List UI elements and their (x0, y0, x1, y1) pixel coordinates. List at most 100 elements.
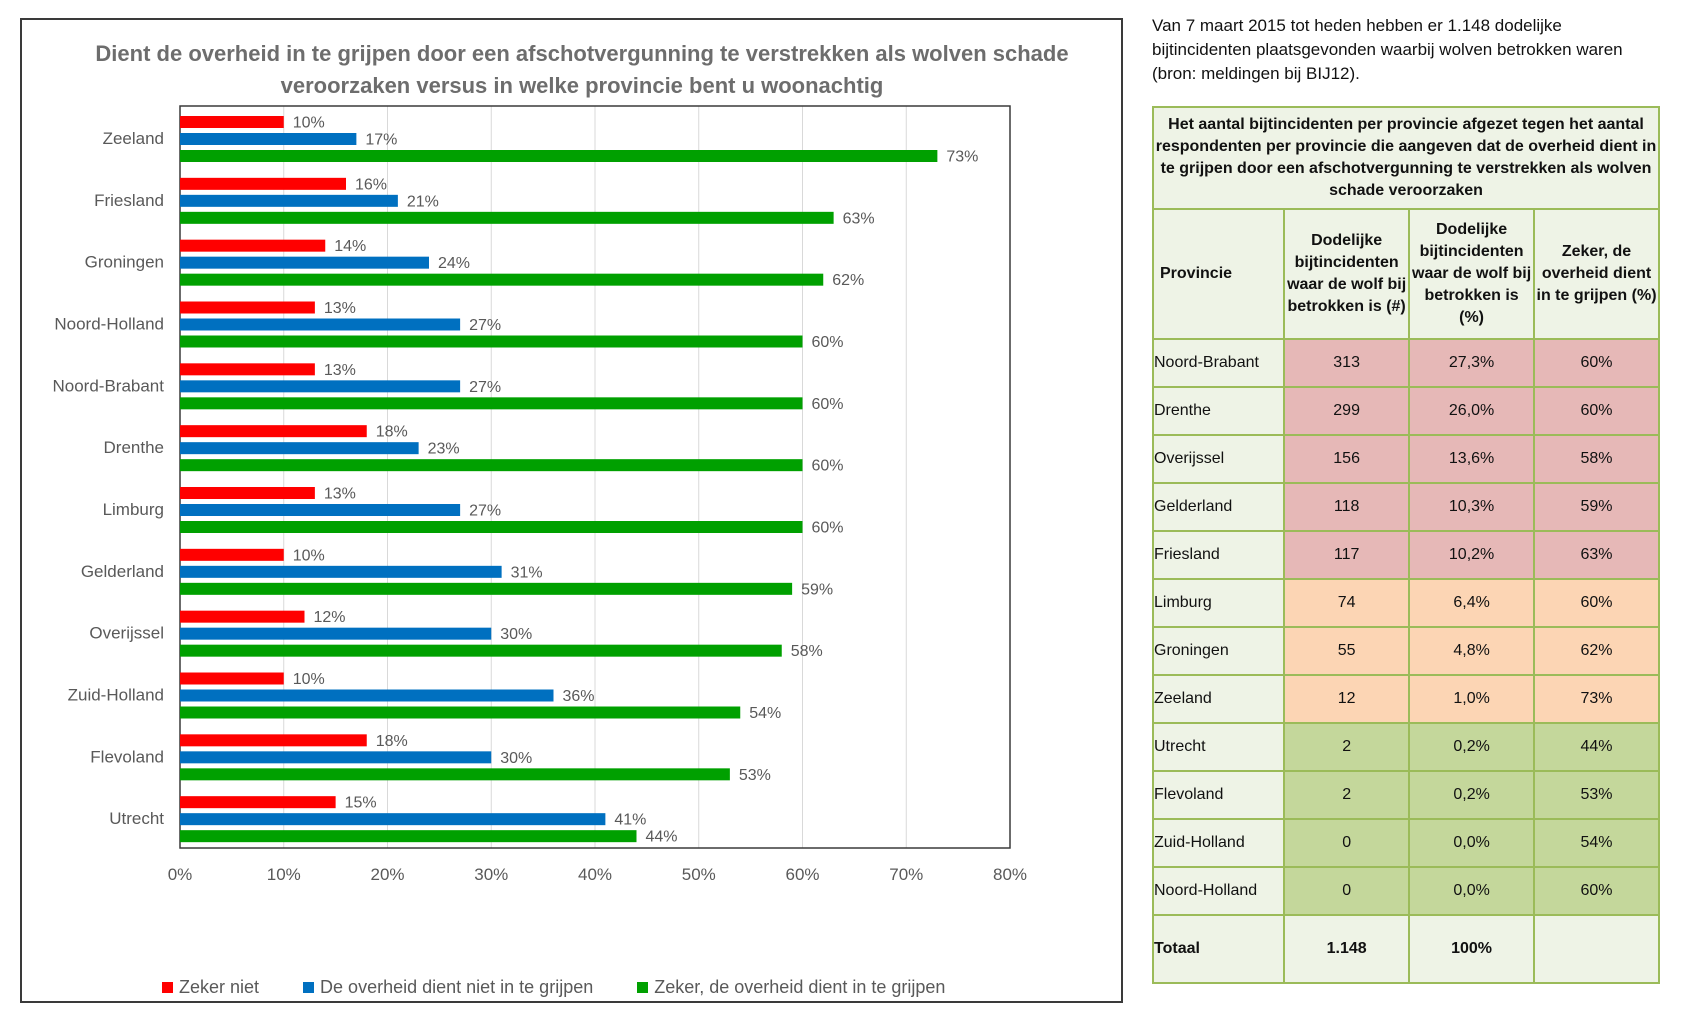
bar (180, 565, 502, 578)
cell-pct: 0,0% (1408, 866, 1536, 916)
bar (180, 211, 834, 224)
cell-count: 0 (1283, 866, 1411, 916)
bar (180, 627, 492, 640)
bar (180, 425, 367, 438)
data-label: 63% (843, 210, 875, 227)
data-label: 53% (739, 767, 771, 784)
legend-label: De overheid dient niet in te grijpen (320, 976, 594, 997)
table-row: Drenthe 299 26,0% 60% (1151, 386, 1660, 436)
cell-pct: 13,6% (1408, 434, 1536, 484)
data-label: 18% (376, 424, 408, 441)
category-label: Limburg (103, 500, 164, 519)
bar (180, 380, 461, 393)
cell-pct: 0,2% (1408, 770, 1536, 820)
cell-pct: 0,0% (1408, 818, 1536, 868)
category-label: Noord-Holland (54, 315, 164, 334)
category-label: Utrecht (109, 809, 164, 828)
bar (180, 582, 793, 595)
cell-provincie: Groningen (1151, 626, 1286, 676)
chart-legend: Zeker niet De overheid dient niet in te g… (162, 975, 945, 999)
cell-count: 12 (1283, 674, 1411, 724)
bar (180, 273, 824, 286)
cell-pct: 4,8% (1408, 626, 1536, 676)
bar (180, 548, 284, 561)
cell-zeker: 62% (1533, 626, 1660, 676)
cell-count: 156 (1283, 434, 1411, 484)
bar (180, 459, 803, 472)
cell-count: 118 (1283, 482, 1411, 532)
x-tick-label: 80% (993, 865, 1027, 884)
data-label: 14% (334, 238, 366, 255)
data-label: 10% (293, 671, 325, 688)
data-label: 10% (293, 547, 325, 564)
cell-pct: 27,3% (1408, 338, 1536, 388)
cell-total-pct: 100% (1408, 914, 1536, 984)
x-tick-label: 10% (267, 865, 301, 884)
data-label: 60% (812, 396, 844, 413)
bar (180, 363, 315, 376)
bar (180, 239, 326, 252)
data-label: 15% (345, 795, 377, 812)
cell-provincie: Noord-Holland (1151, 866, 1286, 916)
intro-text: Van 7 maart 2015 tot heden hebben er 1.1… (1152, 16, 1623, 83)
category-label: Drenthe (104, 438, 164, 457)
bar (180, 689, 554, 702)
cell-count: 74 (1283, 578, 1411, 628)
cell-count: 55 (1283, 626, 1411, 676)
data-label: 54% (749, 705, 781, 722)
bar (180, 734, 367, 747)
cell-pct: 10,2% (1408, 530, 1536, 580)
bar (180, 177, 346, 190)
legend-item: Zeker niet (162, 975, 259, 999)
cell-pct: 10,3% (1408, 482, 1536, 532)
cell-total-count: 1.148 (1283, 914, 1411, 984)
data-label: 27% (469, 317, 501, 334)
cell-pct: 26,0% (1408, 386, 1536, 436)
bar (180, 706, 741, 719)
bar (180, 504, 461, 516)
legend-item: De overheid dient niet in te grijpen (303, 975, 593, 999)
legend-swatch (162, 981, 173, 993)
bar (180, 335, 803, 348)
legend-item: Zeker, de overheid dient in te grijpen (637, 975, 945, 999)
bar (180, 116, 284, 128)
bar (180, 521, 803, 533)
cell-pct: 1,0% (1408, 674, 1536, 724)
cell-provincie: Utrecht (1151, 722, 1286, 772)
category-label: Gelderland (81, 562, 164, 581)
cell-zeker: 60% (1533, 338, 1660, 388)
cell-total-label: Totaal (1151, 914, 1286, 984)
data-label: 73% (946, 149, 978, 166)
legend-label: Zeker niet (179, 976, 260, 997)
cell-pct: 6,4% (1408, 578, 1536, 628)
table-caption: Het aantal bijtincidenten per provincie … (1152, 106, 1660, 210)
x-tick-label: 20% (370, 865, 404, 884)
data-label: 60% (812, 458, 844, 475)
data-label: 18% (376, 733, 408, 750)
chart-panel: Dient de overheid in te grijpen door een… (20, 18, 1123, 1003)
cell-zeker: 73% (1533, 674, 1660, 724)
bar (180, 256, 429, 269)
cell-provincie: Limburg (1151, 578, 1286, 628)
cell-provincie: Zuid-Holland (1151, 818, 1286, 868)
data-label: 58% (791, 643, 823, 660)
table-total-row: Totaal 1.148 100% (1151, 914, 1660, 984)
bar (180, 442, 419, 455)
bar (180, 644, 782, 657)
category-label: Groningen (85, 253, 164, 272)
category-label: Zuid-Holland (68, 686, 164, 705)
cell-provincie: Gelderland (1151, 482, 1286, 532)
x-tick-label: 50% (682, 865, 716, 884)
bar (180, 830, 637, 843)
category-label: Noord-Brabant (52, 376, 164, 395)
cell-zeker: 58% (1533, 434, 1660, 484)
table-header-row: Provincie Dodelijke bijtincidenten waar … (1151, 208, 1660, 340)
category-label: Zeeland (103, 129, 164, 148)
x-tick-label: 60% (785, 865, 819, 884)
bar (180, 813, 606, 826)
incident-table: Het aantal bijtincidenten per provincie … (1151, 106, 1660, 984)
bar (180, 768, 730, 781)
cell-count: 117 (1283, 530, 1411, 580)
table-row: Noord-Holland 0 0,0% 60% (1151, 866, 1660, 916)
data-label: 31% (511, 564, 543, 581)
